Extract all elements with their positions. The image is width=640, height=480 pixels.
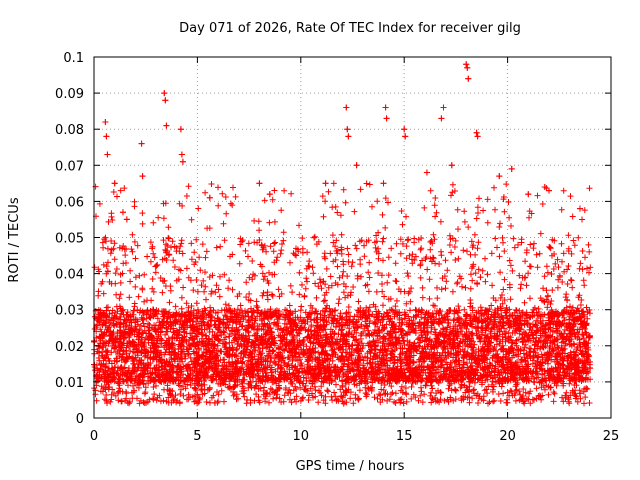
roti-peak-point xyxy=(177,126,184,133)
x-tick-label: 25 xyxy=(603,429,620,444)
y-axis-label: ROTI / TECUs xyxy=(7,197,22,282)
y-tick-label: 0.07 xyxy=(55,159,84,174)
roti-peak-point xyxy=(474,133,481,140)
roti-peak-point xyxy=(103,133,110,140)
x-axis-label: GPS time / hours xyxy=(296,459,405,474)
roti-peak-point xyxy=(579,216,586,223)
roti-peak-point xyxy=(345,133,352,140)
roti-peak-point xyxy=(161,90,168,97)
roti-peak-point xyxy=(401,126,408,133)
roti-peak-point xyxy=(402,133,409,140)
x-tick-label: 15 xyxy=(396,429,413,444)
roti-peak-point xyxy=(104,151,111,158)
roti-peak-point xyxy=(438,115,445,122)
x-tick-labels: 0 5 10 15 20 25 xyxy=(90,429,619,444)
chart-title: Day 071 of 2026, Rate Of TEC Index for r… xyxy=(179,21,521,36)
roti-peak-point xyxy=(383,115,390,122)
roti-peak-point xyxy=(353,162,360,169)
roti-peak-point xyxy=(473,129,480,136)
x-tick-label: 10 xyxy=(293,429,310,444)
x-tick-label: 20 xyxy=(499,429,516,444)
roti-peak-point xyxy=(322,180,329,187)
y-tick-label: 0.09 xyxy=(55,87,84,102)
roti-peak-point xyxy=(541,183,548,190)
y-tick-label: 0.03 xyxy=(55,304,84,319)
y-tick-label: 0.05 xyxy=(55,232,84,247)
roti-peak-point xyxy=(423,169,430,176)
y-tick-label: 0.1 xyxy=(63,51,84,66)
roti-peak-point xyxy=(256,180,263,187)
roti-peak-point xyxy=(343,104,350,111)
x-tick-label: 0 xyxy=(90,429,98,444)
roti-peak-point xyxy=(380,180,387,187)
roti-peak-point xyxy=(448,162,455,169)
roti-peak-point xyxy=(496,173,503,180)
y-tick-label: 0.06 xyxy=(55,195,84,210)
roti-peak-point xyxy=(525,191,532,198)
roti-peak-point xyxy=(464,64,471,71)
y-tick-label: 0 xyxy=(76,412,84,427)
roti-peak-point xyxy=(139,173,146,180)
y-tick-labels: 0 0.01 0.02 0.03 0.04 0.05 0.06 0.07 0.08 0.09 0.1 xyxy=(55,51,84,427)
roti-peak-point xyxy=(465,75,472,82)
roti-peak-point xyxy=(545,187,552,194)
roti-peak-point xyxy=(102,118,109,125)
roti-peak-point xyxy=(179,158,186,165)
roti-peak-point xyxy=(344,126,351,133)
roti-peak-point xyxy=(178,151,185,158)
y-tick-label: 0.04 xyxy=(55,268,84,283)
roti-peak-point xyxy=(508,165,515,172)
roti-peak-point xyxy=(119,209,126,216)
data-points xyxy=(91,61,594,407)
roti-peak-point xyxy=(206,194,213,201)
y-tick-label: 0.01 xyxy=(55,376,84,391)
roti-point-cloud xyxy=(91,61,594,407)
roti-peak-point xyxy=(382,104,389,111)
roti-peak-point xyxy=(138,140,145,147)
roti-peak-point xyxy=(266,191,273,198)
roti-peak-point xyxy=(111,180,118,187)
y-tick-label: 0.02 xyxy=(55,340,84,355)
roti-peak-point xyxy=(440,104,447,111)
roti-peak-point xyxy=(463,61,470,68)
roti-peak-point xyxy=(162,97,169,104)
roti-peak-point xyxy=(163,122,170,129)
roti-peak-point xyxy=(576,205,583,212)
x-tick-label: 5 xyxy=(193,429,201,444)
y-tick-label: 0.08 xyxy=(55,123,84,138)
axis-ticks xyxy=(93,56,612,419)
